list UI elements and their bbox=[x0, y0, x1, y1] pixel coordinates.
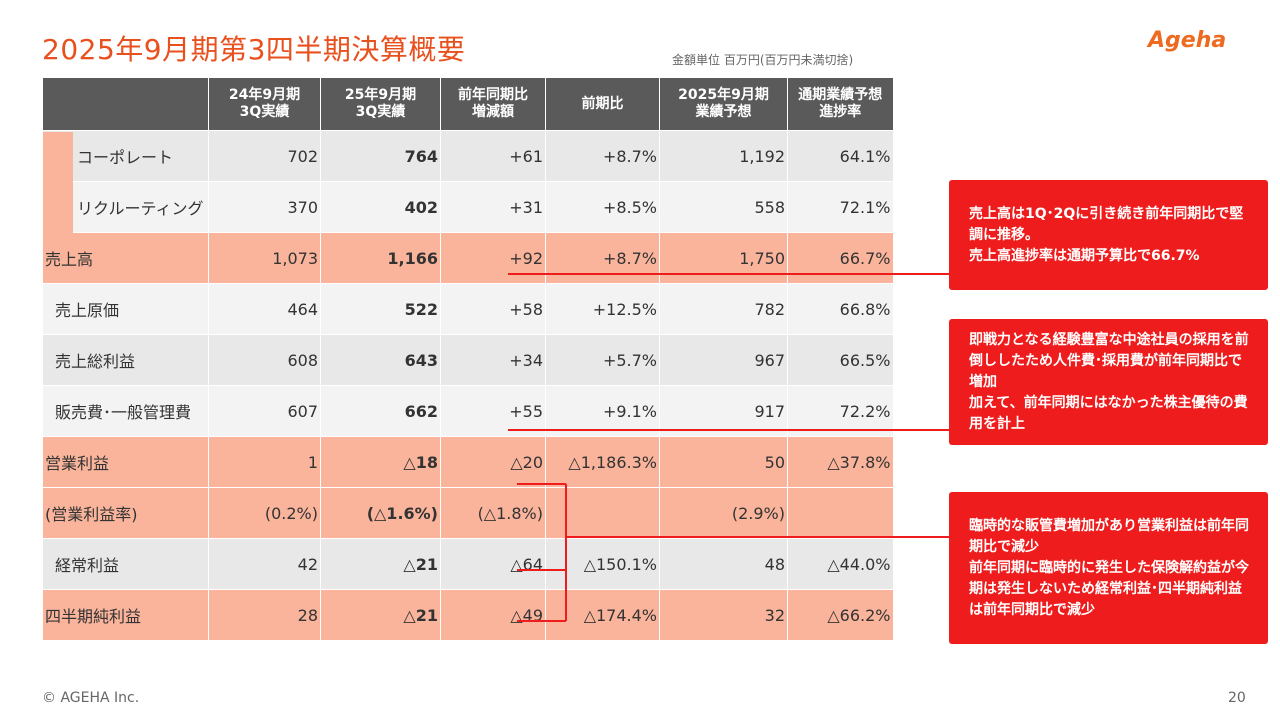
cell-progress: 64.1% bbox=[787, 130, 893, 182]
table-row: 四半期純利益 28 △21 △49 △174.4% 32 △66.2% bbox=[42, 589, 893, 640]
column-header: 2025年9月期 業績予想 bbox=[659, 78, 788, 131]
table-row: (営業利益率) (0.2%) (△1.6%) (△1.8%) (2.9%) bbox=[42, 487, 893, 539]
cell-prev: 1 bbox=[208, 436, 321, 488]
callout-sga: 即戦力となる経験豊富な中途社員の採用を前倒ししたため人件費･採用費が前年同期比で… bbox=[949, 319, 1268, 445]
cell-progress: 72.1% bbox=[787, 181, 893, 233]
column-header: 前年同期比 増減額 bbox=[440, 78, 546, 131]
cell-forecast: 782 bbox=[659, 283, 788, 335]
cell-progress: △37.8% bbox=[787, 436, 893, 488]
cell-forecast: 558 bbox=[659, 181, 788, 233]
cell-curr: 662 bbox=[320, 385, 441, 437]
cell-diff: +58 bbox=[440, 283, 546, 335]
cell-ratio: +8.7% bbox=[545, 130, 660, 182]
cell-prev: 42 bbox=[208, 538, 321, 590]
financial-summary-table: 24年9月期 3Q実績 25年9月期 3Q実績 前年同期比 増減額 前期比 20… bbox=[42, 78, 893, 640]
column-header bbox=[42, 78, 209, 131]
column-header: 前期比 bbox=[545, 78, 660, 131]
row-label: 売上総利益 bbox=[42, 334, 209, 386]
row-label: 販売費･一般管理費 bbox=[42, 385, 209, 437]
cell-diff: +31 bbox=[440, 181, 546, 233]
row-label: (営業利益率) bbox=[42, 487, 209, 539]
cell-ratio: +8.5% bbox=[545, 181, 660, 233]
cell-ratio: △150.1% bbox=[545, 538, 660, 590]
cell-progress: △66.2% bbox=[787, 589, 893, 640]
cell-forecast: (2.9%) bbox=[659, 487, 788, 539]
cell-ratio: +9.1% bbox=[545, 385, 660, 437]
cell-prev: 464 bbox=[208, 283, 321, 335]
cell-diff: △49 bbox=[440, 589, 546, 640]
cell-curr: 764 bbox=[320, 130, 441, 182]
cell-curr: 1,166 bbox=[320, 232, 441, 284]
cell-forecast: 50 bbox=[659, 436, 788, 488]
row-label: 営業利益 bbox=[42, 436, 209, 488]
row-label: 売上原価 bbox=[42, 283, 209, 335]
cell-progress: △44.0% bbox=[787, 538, 893, 590]
cell-forecast: 917 bbox=[659, 385, 788, 437]
cell-prev: 607 bbox=[208, 385, 321, 437]
row-label: 経常利益 bbox=[42, 538, 209, 590]
cell-curr: 522 bbox=[320, 283, 441, 335]
row-label: 売上高 bbox=[42, 232, 209, 284]
cell-diff: △20 bbox=[440, 436, 546, 488]
cell-diff: △64 bbox=[440, 538, 546, 590]
cell-curr: △21 bbox=[320, 538, 441, 590]
callout-sales: 売上高は1Q･2Qに引き続き前年同期比で堅調に推移。 売上高進捗率は通期予算比で… bbox=[949, 180, 1268, 290]
copyright: © AGEHA Inc. bbox=[42, 690, 140, 706]
cell-progress: 66.8% bbox=[787, 283, 893, 335]
callout-profit: 臨時的な販管費増加があり営業利益は前年同期比で減少 前年同期に臨時的に発生した保… bbox=[949, 492, 1268, 644]
cell-prev: 370 bbox=[208, 181, 321, 233]
page-title: 2025年9月期第3四半期決算概要 bbox=[42, 33, 466, 66]
cell-ratio: +5.7% bbox=[545, 334, 660, 386]
cell-curr: 402 bbox=[320, 181, 441, 233]
column-header: 24年9月期 3Q実績 bbox=[208, 78, 321, 131]
table-row: 経常利益 42 △21 △64 △150.1% 48 △44.0% bbox=[42, 538, 893, 590]
page-number: 20 bbox=[1228, 690, 1246, 706]
company-logo: Ageha bbox=[1148, 28, 1227, 53]
cell-prev: (0.2%) bbox=[208, 487, 321, 539]
cell-prev: 1,073 bbox=[208, 232, 321, 284]
cell-forecast: 48 bbox=[659, 538, 788, 590]
cell-prev: 608 bbox=[208, 334, 321, 386]
cell-ratio: △174.4% bbox=[545, 589, 660, 640]
column-header: 25年9月期 3Q実績 bbox=[320, 78, 441, 131]
cell-curr: △21 bbox=[320, 589, 441, 640]
cell-diff: +55 bbox=[440, 385, 546, 437]
cell-forecast: 1,192 bbox=[659, 130, 788, 182]
unit-note: 金額単位 百万円(百万円未満切捨) bbox=[672, 53, 854, 67]
cell-curr: (△1.6%) bbox=[320, 487, 441, 539]
cell-ratio: +12.5% bbox=[545, 283, 660, 335]
cell-diff: +34 bbox=[440, 334, 546, 386]
cell-curr: 643 bbox=[320, 334, 441, 386]
table-row: 売上総利益 608 643 +34 +5.7% 967 66.5% bbox=[42, 334, 893, 386]
cell-forecast: 967 bbox=[659, 334, 788, 386]
table-row: 営業利益 1 △18 △20 △1,186.3% 50 △37.8% bbox=[42, 436, 893, 488]
cell-diff: (△1.8%) bbox=[440, 487, 546, 539]
cell-prev: 702 bbox=[208, 130, 321, 182]
cell-prev: 28 bbox=[208, 589, 321, 640]
cell-progress: 72.2% bbox=[787, 385, 893, 437]
cell-curr: △18 bbox=[320, 436, 441, 488]
cell-progress bbox=[787, 487, 893, 539]
table-row: 販売費･一般管理費 607 662 +55 +9.1% 917 72.2% bbox=[42, 385, 893, 437]
table-row: 売上原価 464 522 +58 +12.5% 782 66.8% bbox=[42, 283, 893, 335]
column-header: 通期業績予想 進捗率 bbox=[787, 78, 893, 131]
cell-forecast: 32 bbox=[659, 589, 788, 640]
cell-diff: +61 bbox=[440, 130, 546, 182]
cell-ratio: △1,186.3% bbox=[545, 436, 660, 488]
table-header-row: 24年9月期 3Q実績 25年9月期 3Q実績 前年同期比 増減額 前期比 20… bbox=[42, 78, 893, 131]
cell-progress: 66.5% bbox=[787, 334, 893, 386]
segment-bracket bbox=[43, 132, 73, 236]
cell-ratio bbox=[545, 487, 660, 539]
row-label: 四半期純利益 bbox=[42, 589, 209, 640]
